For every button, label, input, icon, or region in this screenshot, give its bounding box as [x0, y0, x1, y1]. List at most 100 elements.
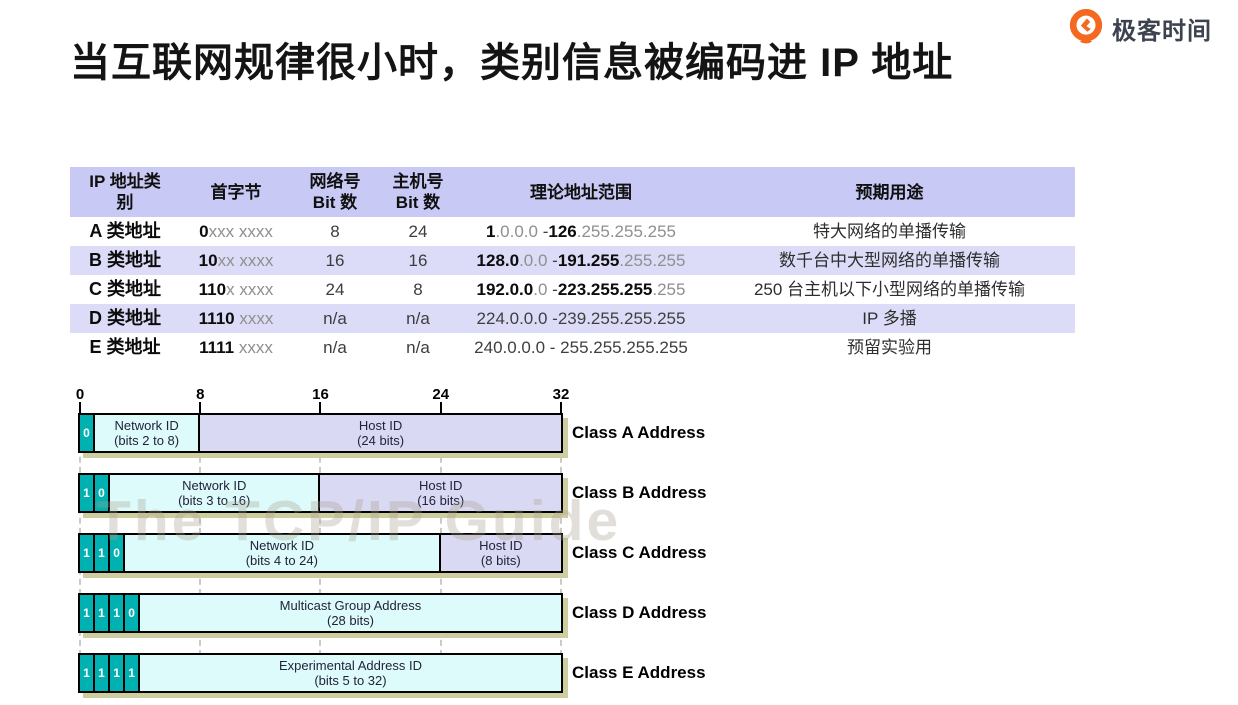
text-part: 1111 [199, 338, 235, 357]
segment-subtitle: (16 bits) [417, 493, 465, 508]
text-part: 126 [548, 222, 577, 241]
bit-cell: 0 [125, 595, 141, 631]
row-class-name: E 类地址 [89, 337, 161, 357]
table-body: A 类地址 0 xxx xxxx 8 24 1.0.0.0 -126.255.255.25… [70, 217, 1075, 362]
segment-title: Multicast Group Address [279, 598, 422, 613]
address-bar: 1 1 1 1 Experimental Address ID (bits 5 to 32… [78, 653, 563, 693]
row-host-bits: n/a [406, 309, 430, 328]
row-address-range: 1.0.0.0 -126.255.255.255 [458, 217, 704, 246]
table-row: A 类地址 0 xxx xxxx 8 24 1.0.0.0 -126.255.255.25… [70, 217, 1075, 246]
bit-cell: 0 [80, 415, 96, 451]
field-segment: Multicast Group Address (28 bits) [140, 595, 561, 631]
bit-cell: 1 [95, 595, 111, 631]
row-usage: 250 台主机以下小型网络的单播传输 [753, 280, 1026, 299]
ruler-tick [199, 402, 202, 413]
row-class-name: B 类地址 [89, 250, 161, 270]
row-address-range: 240.0.0.0 - 255.255.255.255 [458, 333, 704, 362]
bit-cell: 1 [110, 655, 126, 691]
segment-title: Network ID [249, 538, 314, 553]
segment-title: Network ID [114, 418, 179, 433]
field-segment: Network ID (bits 4 to 24) [125, 535, 441, 571]
row-network-bits: n/a [323, 309, 347, 328]
watermark: The TCP/IP Guide [96, 489, 622, 553]
table-row: C 类地址 110 x xxxx 24 8 192.0.0.0 -223.255.255.… [70, 275, 1075, 304]
row-first-byte: 0 xxx xxxx [180, 217, 292, 246]
row-network-bits: 8 [330, 222, 340, 241]
text-part: xx xxxx [217, 251, 274, 270]
segment-title: Network ID [182, 478, 247, 493]
field-segment: Network ID (bits 3 to 16) [110, 475, 321, 511]
row-usage: IP 多播 [862, 309, 917, 328]
column-header: 首字节 [210, 182, 262, 202]
page-title: 当互联网规律很小时，类别信息被编码进 IP 地址 [70, 41, 954, 85]
text-part: x xxxx [226, 280, 274, 299]
class-address-label: Class D Address [572, 603, 707, 622]
field-segment: Experimental Address ID (bits 5 to 32) [140, 655, 561, 691]
row-first-byte: 110 x xxxx [180, 275, 292, 304]
row-class-name: A 类地址 [89, 221, 161, 241]
row-address-range: 224.0.0.0 -239.255.255.255 [458, 304, 704, 333]
text-part: 223.255.255 [557, 280, 653, 299]
segment-title: Host ID [419, 478, 463, 493]
ruler-tick [439, 402, 442, 413]
bit-cell: 1 [80, 475, 96, 511]
text-part: 1110 [198, 309, 235, 328]
text-part: 1 [485, 222, 496, 241]
column-header: 主机号 Bit 数 [392, 172, 444, 212]
class-address-label: Class E Address [572, 663, 706, 682]
field-segment: Host ID (16 bits) [320, 475, 561, 511]
address-bar: 1 1 1 0 Multicast Group Address (28 bits) [78, 593, 563, 633]
row-first-byte: 10 xx xxxx [180, 246, 292, 275]
ruler-tick-label: 24 [432, 386, 450, 403]
address-bar: 1 0 Network ID (bits 3 to 16) Host ID (16 bit… [78, 473, 563, 513]
class-address-label: Class C Address [572, 543, 707, 562]
segment-title: Experimental Address ID [278, 658, 423, 673]
text-part: - [547, 280, 558, 299]
ruler-tick [319, 402, 322, 413]
field-segment: Host ID (8 bits) [440, 535, 561, 571]
text-part: 191.255 [557, 251, 620, 270]
row-usage: 特大网络的单播传输 [813, 222, 966, 241]
ruler-tick [559, 402, 562, 413]
bit-cell: 1 [95, 655, 111, 691]
text-part: .0.0 [519, 251, 548, 270]
ruler-tick-label: 0 [75, 386, 85, 403]
text-part: 0 [199, 222, 209, 241]
row-usage: 数千台中大型网络的单播传输 [779, 251, 1000, 270]
bit-cell: 1 [80, 655, 96, 691]
geektime-logo-text: 极客时间 [1112, 17, 1212, 45]
table-header-row: IP 地址类 别 首字节 网络号 Bit 数主机号 Bit 数 理论地址范围 预期用途 [70, 167, 1075, 217]
segment-subtitle: (8 bits) [480, 553, 521, 568]
address-bar: 0 Network ID (bits 2 to 8) Host ID (24 bits) [78, 413, 563, 453]
bit-cell: 1 [80, 595, 96, 631]
text-part: 10 [198, 251, 218, 270]
bit-cell: 0 [95, 475, 111, 511]
segment-title: Host ID [358, 418, 403, 433]
geektime-logo: 极客时间 [1067, 8, 1212, 48]
field-segment: Network ID (bits 2 to 8) [95, 415, 201, 451]
table-row: D 类地址 1110 xxxx n/a n/a 224.0.0.0 -239.255.2… [70, 304, 1075, 333]
class-address-label: Class A Address [572, 423, 706, 442]
text-part: .255 [652, 280, 686, 299]
row-network-bits: 24 [325, 280, 345, 299]
text-part: 192.0.0 [476, 280, 534, 299]
ruler-tick [79, 402, 81, 413]
text-part: xxxx [234, 338, 273, 357]
table-row: E 类地址 1111 xxxx n/a n/a 240.0.0.0 - 255.255.… [70, 333, 1075, 362]
row-host-bits: 16 [408, 251, 428, 270]
text-part: - [537, 222, 549, 241]
row-first-byte: 1111 xxxx [180, 333, 292, 362]
segment-subtitle: (24 bits) [357, 433, 405, 448]
field-segment: Host ID (24 bits) [200, 415, 561, 451]
text-part: - [547, 251, 558, 270]
row-network-bits: n/a [323, 338, 347, 357]
bit-cell: 1 [110, 595, 126, 631]
text-part: xxxx [234, 309, 274, 328]
bit-cell: 0 [110, 535, 126, 571]
segment-subtitle: (bits 5 to 32) [314, 673, 387, 688]
column-header: 理论地址范围 [530, 182, 632, 202]
column-header: 预期用途 [855, 182, 924, 202]
segment-subtitle: (28 bits) [326, 613, 374, 628]
segment-title: Host ID [479, 538, 523, 553]
